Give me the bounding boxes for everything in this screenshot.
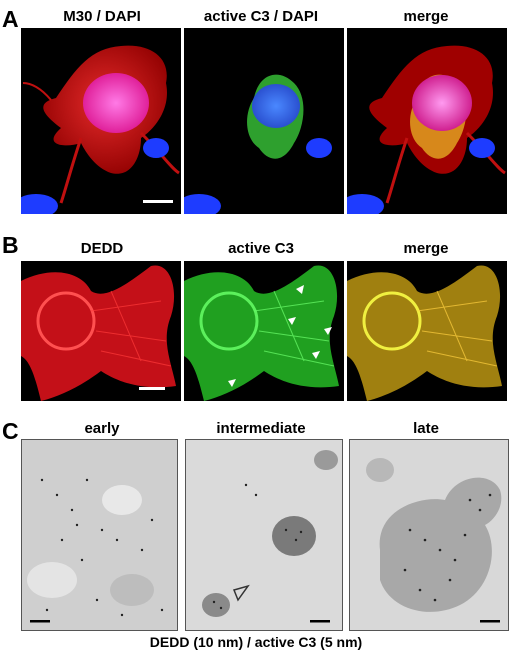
arrowhead-icon bbox=[232, 584, 250, 602]
panel-c1-early-em-image bbox=[21, 439, 178, 631]
panel-c3-late-em-image bbox=[349, 439, 509, 631]
panel-b2-title: active C3 bbox=[228, 240, 294, 257]
panel-b2-active-c3-image bbox=[184, 261, 344, 401]
panel-c2-title: intermediate bbox=[216, 420, 306, 437]
panel-b1-title: DEDD bbox=[80, 240, 124, 257]
figure-caption: DEDD (10 nm) / active C3 (5 nm) bbox=[149, 634, 363, 650]
arrowhead-icon-group bbox=[228, 285, 332, 387]
panel-b1-dedd-image bbox=[21, 261, 181, 401]
panel-label-a: A bbox=[2, 6, 19, 32]
panel-label-c: C bbox=[2, 418, 19, 444]
panel-b3-merge-image bbox=[347, 261, 507, 401]
panel-c1-title: early bbox=[84, 420, 120, 437]
panel-a3-title: merge bbox=[403, 8, 449, 25]
panel-a2-active-c3-dapi-image bbox=[184, 28, 344, 214]
panel-b3-title: merge bbox=[403, 240, 449, 257]
panel-c3-title: late bbox=[413, 420, 439, 437]
panel-a2-title: active C3 / DAPI bbox=[203, 8, 319, 25]
panel-a1-title: M30 / DAPI bbox=[63, 8, 141, 25]
panel-c2-intermediate-em-image bbox=[185, 439, 343, 631]
panel-label-b: B bbox=[2, 232, 19, 258]
panel-a3-merge-image bbox=[347, 28, 507, 214]
panel-a1-m30-dapi-image bbox=[21, 28, 181, 214]
